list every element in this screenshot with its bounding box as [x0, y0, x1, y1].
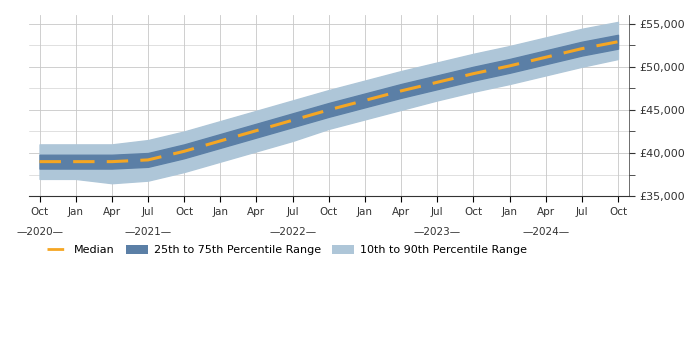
Text: —2023—: —2023—	[414, 227, 461, 237]
Text: —2024—: —2024—	[522, 227, 569, 237]
Text: —2022—: —2022—	[269, 227, 316, 237]
Text: —2021—: —2021—	[125, 227, 172, 237]
Text: —2020—: —2020—	[16, 227, 63, 237]
Legend: Median, 25th to 75th Percentile Range, 10th to 90th Percentile Range: Median, 25th to 75th Percentile Range, 1…	[42, 240, 531, 259]
